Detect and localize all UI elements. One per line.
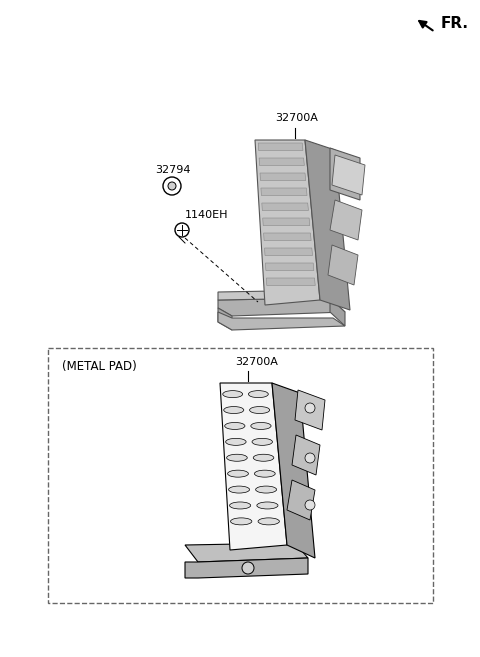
Ellipse shape <box>251 422 271 430</box>
Ellipse shape <box>224 407 244 413</box>
Polygon shape <box>263 218 310 225</box>
Polygon shape <box>272 383 315 558</box>
Polygon shape <box>305 140 350 310</box>
Ellipse shape <box>229 502 251 509</box>
Ellipse shape <box>250 407 270 413</box>
Ellipse shape <box>253 454 274 461</box>
FancyBboxPatch shape <box>48 348 433 603</box>
Text: 32700A: 32700A <box>275 113 318 123</box>
Polygon shape <box>262 203 309 210</box>
Text: 32700A: 32700A <box>235 357 278 367</box>
Polygon shape <box>266 278 315 286</box>
Text: 1140EH: 1140EH <box>185 210 228 220</box>
Polygon shape <box>330 148 360 200</box>
Circle shape <box>163 177 181 195</box>
Polygon shape <box>185 558 308 578</box>
Polygon shape <box>332 155 365 195</box>
Polygon shape <box>220 383 287 550</box>
Ellipse shape <box>225 422 245 430</box>
Ellipse shape <box>257 502 278 509</box>
Ellipse shape <box>249 391 268 397</box>
Polygon shape <box>260 173 306 181</box>
Polygon shape <box>328 245 358 285</box>
Polygon shape <box>330 200 362 240</box>
Polygon shape <box>258 143 303 150</box>
Circle shape <box>242 562 254 574</box>
Polygon shape <box>218 308 232 330</box>
Circle shape <box>305 453 315 463</box>
Circle shape <box>175 223 189 237</box>
Ellipse shape <box>256 486 276 493</box>
Ellipse shape <box>258 518 279 525</box>
Polygon shape <box>265 263 314 271</box>
Ellipse shape <box>252 438 273 445</box>
Ellipse shape <box>230 518 252 525</box>
Circle shape <box>305 403 315 413</box>
Text: 32794: 32794 <box>155 165 191 175</box>
Ellipse shape <box>228 486 250 493</box>
Ellipse shape <box>254 470 275 477</box>
Polygon shape <box>218 312 345 330</box>
Polygon shape <box>218 290 330 300</box>
Polygon shape <box>295 390 325 430</box>
Polygon shape <box>185 543 308 562</box>
Polygon shape <box>259 158 304 166</box>
Circle shape <box>305 500 315 510</box>
Text: (METAL PAD): (METAL PAD) <box>62 360 137 373</box>
Polygon shape <box>261 188 307 196</box>
Polygon shape <box>287 480 315 520</box>
Ellipse shape <box>228 470 249 477</box>
Circle shape <box>168 182 176 190</box>
Polygon shape <box>292 435 320 475</box>
Polygon shape <box>255 140 320 305</box>
Polygon shape <box>264 233 311 240</box>
Ellipse shape <box>223 391 243 397</box>
Polygon shape <box>264 248 312 256</box>
Polygon shape <box>218 298 345 316</box>
Polygon shape <box>330 298 345 326</box>
Text: FR.: FR. <box>441 16 469 32</box>
Ellipse shape <box>226 438 246 445</box>
Ellipse shape <box>227 454 247 461</box>
